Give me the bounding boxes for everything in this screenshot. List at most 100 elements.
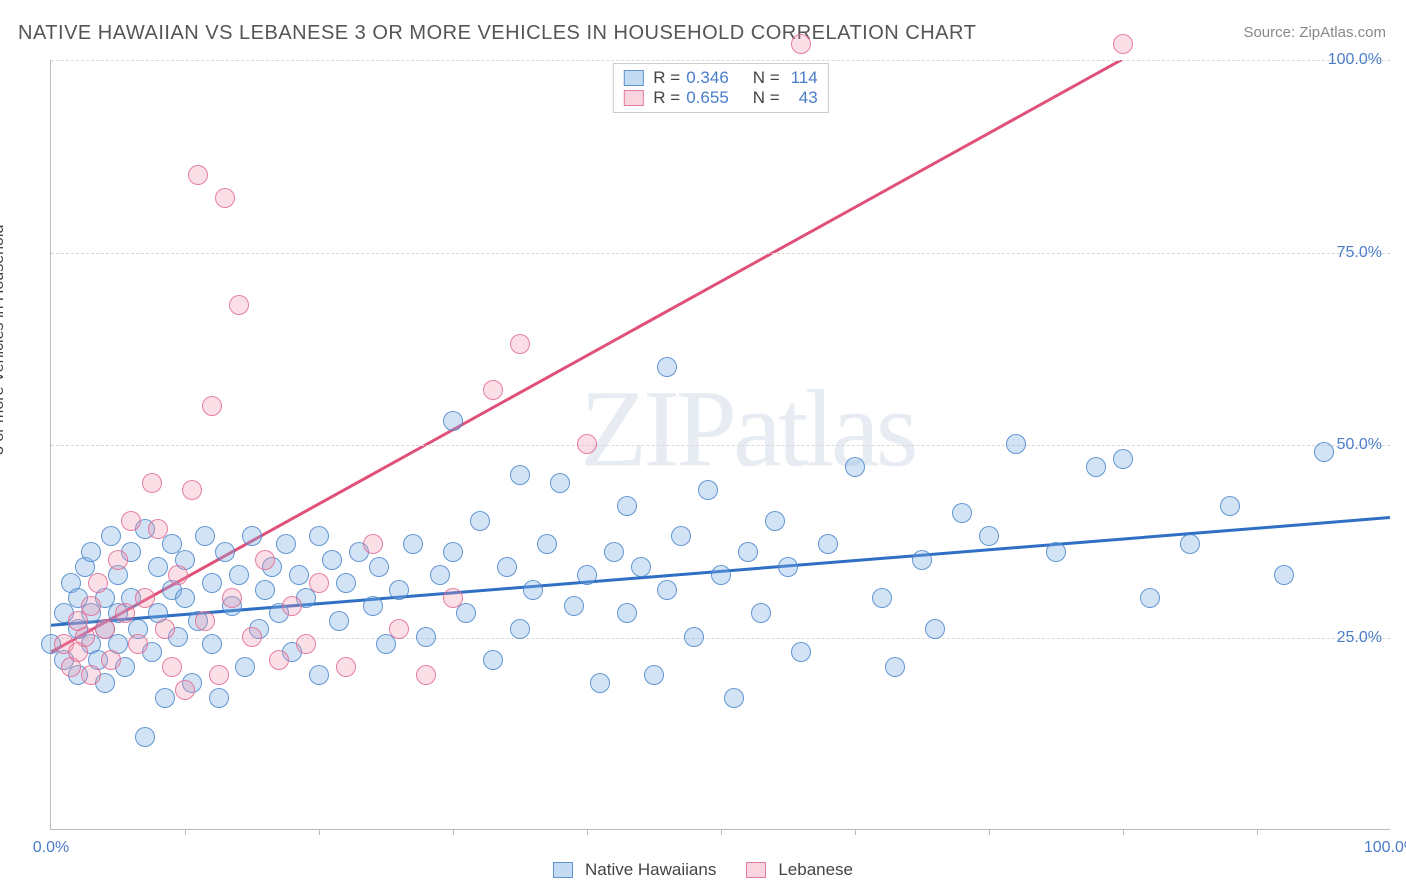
point-native-hawaiian [765,511,785,531]
point-native-hawaiian [979,526,999,546]
gridline-h [51,445,1390,446]
point-native-hawaiian [1086,457,1106,477]
point-native-hawaiian [483,650,503,670]
point-lebanese [148,519,168,539]
x-tick-mark [1257,829,1258,835]
point-lebanese [483,380,503,400]
legend-item: Lebanese [746,860,853,880]
point-native-hawaiian [443,411,463,431]
y-axis-label: 3 or more Vehicles in Household [0,225,8,455]
legend-series-label: Native Hawaiians [585,860,716,880]
x-tick-mark [721,829,722,835]
point-native-hawaiian [363,596,383,616]
point-native-hawaiian [276,534,296,554]
point-lebanese [188,165,208,185]
y-tick-label: 50.0% [1337,436,1382,454]
point-lebanese [209,665,229,685]
legend-N-value: 114 [786,68,818,88]
point-native-hawaiian [657,580,677,600]
point-native-hawaiian [738,542,758,562]
x-tick-mark [855,829,856,835]
point-lebanese [255,550,275,570]
point-native-hawaiian [1220,496,1240,516]
point-native-hawaiian [617,496,637,516]
legend-item: Native Hawaiians [553,860,716,880]
point-native-hawaiian [590,673,610,693]
gridline-h [51,60,1390,61]
point-lebanese [443,588,463,608]
legend-N-label: N = [753,68,780,88]
point-native-hawaiian [255,580,275,600]
point-lebanese [577,434,597,454]
point-native-hawaiian [885,657,905,677]
point-native-hawaiian [523,580,543,600]
point-lebanese [75,627,95,647]
point-native-hawaiian [684,627,704,647]
point-lebanese [296,634,316,654]
point-lebanese [195,611,215,631]
point-lebanese [81,665,101,685]
point-lebanese [135,588,155,608]
legend-R-label: R = [653,68,680,88]
point-lebanese [309,573,329,593]
point-native-hawaiian [1180,534,1200,554]
point-lebanese [115,603,135,623]
point-native-hawaiian [369,557,389,577]
y-tick-label: 75.0% [1337,244,1382,262]
point-native-hawaiian [537,534,557,554]
point-native-hawaiian [751,603,771,623]
point-lebanese [389,619,409,639]
y-tick-label: 25.0% [1337,629,1382,647]
point-native-hawaiian [510,465,530,485]
legend-R-label: R = [653,88,680,108]
point-lebanese [142,473,162,493]
point-native-hawaiian [671,526,691,546]
point-lebanese [215,188,235,208]
point-native-hawaiian [81,542,101,562]
point-lebanese [416,665,436,685]
point-native-hawaiian [322,550,342,570]
point-native-hawaiian [1046,542,1066,562]
point-native-hawaiian [564,596,584,616]
point-native-hawaiian [912,550,932,570]
point-native-hawaiian [818,534,838,554]
point-native-hawaiian [235,657,255,677]
point-lebanese [791,34,811,54]
point-lebanese [510,334,530,354]
point-lebanese [128,634,148,654]
point-native-hawaiian [631,557,651,577]
point-lebanese [95,619,115,639]
point-native-hawaiian [195,526,215,546]
source-label: Source: ZipAtlas.com [1243,24,1386,41]
point-native-hawaiian [925,619,945,639]
point-native-hawaiian [202,634,222,654]
point-native-hawaiian [229,565,249,585]
x-tick-mark [453,829,454,835]
point-native-hawaiian [724,688,744,708]
point-native-hawaiian [155,688,175,708]
x-tick-label: 0.0% [33,839,69,857]
point-native-hawaiian [289,565,309,585]
point-native-hawaiian [550,473,570,493]
point-lebanese [101,650,121,670]
point-native-hawaiian [456,603,476,623]
point-native-hawaiian [309,665,329,685]
point-native-hawaiian [309,526,329,546]
point-native-hawaiian [175,588,195,608]
point-native-hawaiian [242,526,262,546]
plot-area: ZIPatlas R =0.346N =114R =0.655N =43 25.… [50,60,1390,830]
point-native-hawaiian [1274,565,1294,585]
point-native-hawaiian [148,557,168,577]
gridline-h [51,253,1390,254]
legend-N-label: N = [753,88,780,108]
point-lebanese [363,534,383,554]
point-native-hawaiian [443,542,463,562]
point-lebanese [168,565,188,585]
point-lebanese [229,295,249,315]
legend-swatch-icon [746,862,766,878]
point-lebanese [269,650,289,670]
point-native-hawaiian [403,534,423,554]
point-native-hawaiian [872,588,892,608]
point-native-hawaiian [329,611,349,631]
trendline-lebanese [51,60,1149,652]
